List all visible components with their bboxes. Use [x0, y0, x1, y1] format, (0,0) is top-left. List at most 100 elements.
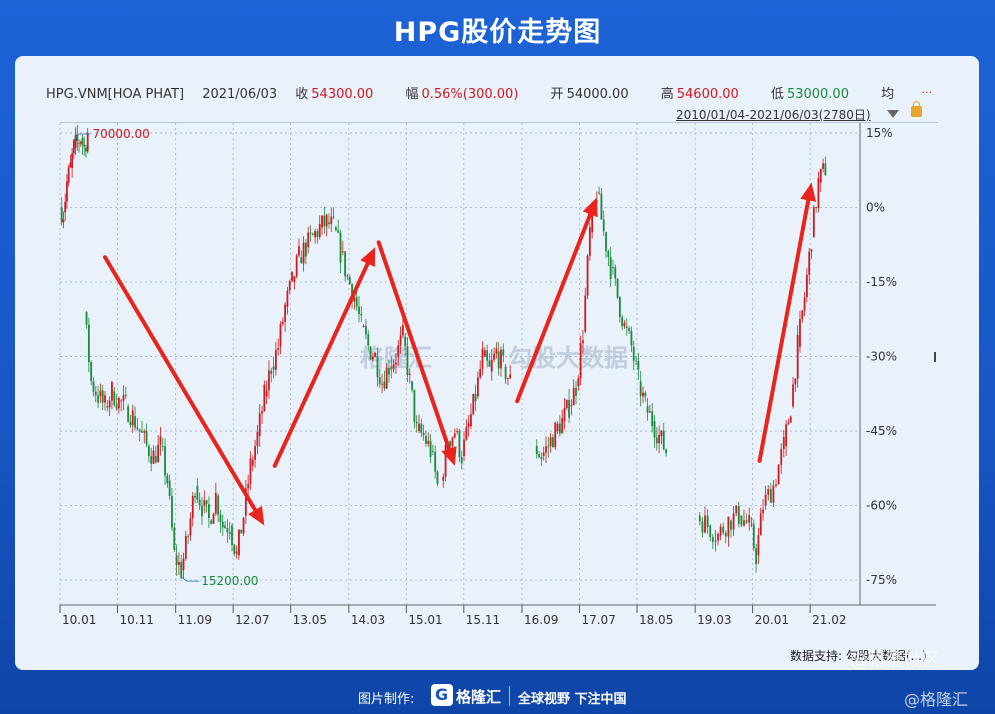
watermark-data: 勾股大数据 — [508, 344, 628, 372]
candle-body — [318, 224, 321, 237]
candle-body — [76, 134, 79, 141]
candle-body — [85, 147, 87, 152]
candle-body — [762, 509, 764, 514]
candle-body — [824, 163, 827, 176]
date-range-selector[interactable]: 2010/01/04-2021/06/03(2780日) — [676, 108, 871, 122]
high-label: 高 — [660, 87, 674, 102]
scroll-handle[interactable] — [934, 352, 936, 362]
candle-body — [558, 423, 561, 434]
candle-body — [120, 400, 123, 402]
candle-body — [425, 436, 427, 444]
candle-body — [422, 432, 425, 436]
more-menu-button[interactable]: ... — [921, 83, 933, 96]
annotations: 70000.00 15200.00 — [73, 127, 258, 588]
candle-body — [277, 348, 280, 350]
candle-body — [60, 207, 63, 223]
candle-body — [369, 346, 372, 360]
candle-body — [740, 515, 743, 526]
candle-body — [577, 378, 580, 387]
candle-body — [538, 454, 540, 458]
candle-body — [341, 251, 344, 253]
high-value: 54600.00 — [676, 87, 739, 102]
candle-body — [365, 325, 367, 335]
candle-body — [502, 349, 505, 356]
chevron-down-icon[interactable] — [887, 110, 899, 118]
candle-body — [152, 450, 155, 464]
candle-body — [630, 330, 633, 346]
candle-body — [777, 465, 780, 485]
candle-body — [348, 277, 351, 285]
candle-body — [600, 193, 603, 220]
candle-body — [79, 142, 82, 144]
quote-low: 低 53000.00 — [771, 87, 863, 102]
candle-body — [168, 480, 171, 497]
candle-body — [332, 216, 335, 218]
candle-body — [479, 368, 482, 378]
candle-body — [413, 389, 416, 423]
candle-body — [374, 353, 377, 357]
candle-body — [383, 381, 386, 389]
candle-body — [540, 457, 543, 460]
candle-body — [481, 348, 484, 369]
candle-body — [406, 346, 409, 375]
candle-body — [182, 558, 185, 571]
candle-body — [801, 310, 804, 319]
candle-body — [256, 431, 259, 447]
candle-body — [141, 431, 143, 433]
candle-body — [602, 219, 605, 232]
trend-arrow-head — [248, 505, 265, 526]
candle-body — [651, 411, 654, 427]
candle-body — [637, 361, 640, 370]
candle-body — [300, 257, 303, 264]
candle-body — [270, 370, 273, 374]
candle-body — [465, 426, 468, 440]
candle-body — [460, 457, 463, 464]
candle-body — [579, 343, 582, 379]
candle-body — [556, 423, 559, 432]
candle-body — [268, 370, 270, 391]
candle-body — [614, 267, 617, 279]
candle-body — [171, 496, 173, 528]
candle-body — [293, 276, 296, 283]
candle-body — [642, 392, 644, 397]
candle-body — [648, 411, 651, 413]
close-value: 54300.00 — [311, 87, 374, 102]
candle-body — [92, 381, 95, 392]
candle-body — [658, 434, 661, 444]
candle-body — [401, 324, 404, 336]
candle-body — [247, 483, 250, 489]
candle-body — [69, 162, 72, 168]
quote-date: 2021/06/03 — [202, 87, 278, 102]
quote-close: 收 54300.00 — [295, 87, 387, 102]
lock-icon[interactable] — [911, 101, 922, 117]
candle-body — [655, 437, 658, 444]
candle-body — [451, 437, 454, 447]
page-title: HPG股价走势图 — [393, 17, 602, 48]
candle-body — [355, 296, 358, 307]
candle-body — [411, 381, 413, 390]
candle-body — [161, 445, 164, 447]
high-marker-line — [73, 133, 91, 142]
candle-body — [456, 430, 459, 432]
candle-body — [547, 446, 550, 448]
candle-body — [759, 513, 762, 536]
candle-body — [607, 251, 610, 258]
candle-body — [789, 416, 792, 423]
candle-body — [709, 525, 712, 538]
candle-body — [284, 304, 287, 322]
low-marker-line — [180, 576, 200, 582]
candle-body — [625, 326, 628, 328]
candle-body — [233, 544, 236, 554]
candle-body — [178, 561, 180, 565]
candle-body — [104, 395, 106, 403]
corner-watermark: @格隆社区 — [850, 650, 940, 671]
candle-body — [757, 535, 760, 556]
candle-body — [221, 521, 224, 528]
candle-body — [586, 255, 589, 296]
candle-body — [575, 387, 577, 396]
close-label: 收 — [295, 87, 309, 102]
x-tick-label: 19.03 — [697, 613, 731, 627]
candle-body — [150, 456, 153, 464]
candle-body — [711, 537, 714, 542]
candle-body — [115, 405, 118, 409]
